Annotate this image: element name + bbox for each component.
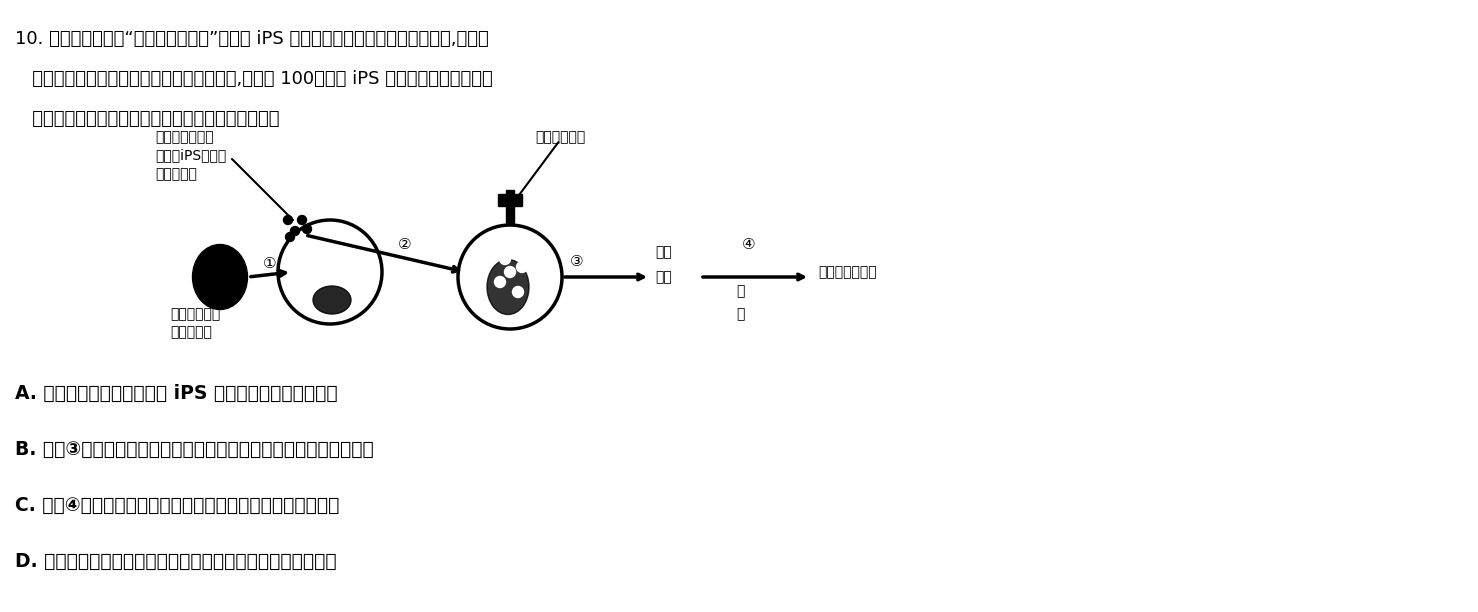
Ellipse shape — [486, 259, 529, 315]
Text: 荧光蛋白基因标
记的人iPS诱导的
肾元祖细胞: 荧光蛋白基因标 记的人iPS诱导的 肾元祖细胞 — [155, 130, 226, 181]
Circle shape — [278, 220, 381, 324]
Text: 母猪: 母猪 — [655, 270, 671, 284]
Ellipse shape — [192, 245, 247, 310]
Circle shape — [285, 233, 294, 242]
Circle shape — [495, 277, 505, 288]
Circle shape — [500, 253, 510, 264]
Text: 分: 分 — [736, 284, 745, 298]
Circle shape — [516, 261, 528, 272]
Text: 敲除生肾基因
的猪受精卵: 敲除生肾基因 的猪受精卵 — [170, 307, 220, 340]
Circle shape — [297, 215, 306, 225]
Text: ④: ④ — [742, 237, 755, 252]
Circle shape — [284, 215, 293, 225]
Text: 10. 研究人员欲采用“异源囊胚补全法”将人源 iPS 细胞培育出的肾元祖细胞导人囊胚,后移植: 10. 研究人员欲采用“异源囊胚补全法”将人源 iPS 细胞培育出的肾元祖细胞导… — [15, 30, 489, 48]
Text: D. 该技术培育的人源肾脏不必考虑肾移植个体之间的遗传差异: D. 该技术培育的人源肾脏不必考虑肾移植个体之间的遗传差异 — [15, 552, 337, 571]
Text: C. 过程④操作之前需对代孕母猪进行超数排卵和同期发情处理: C. 过程④操作之前需对代孕母猪进行超数排卵和同期发情处理 — [15, 496, 340, 515]
Text: ②: ② — [398, 236, 412, 252]
Text: 际应用于移植医疗（如图所示）。下列说法正确的是: 际应用于移植医疗（如图所示）。下列说法正确的是 — [15, 110, 279, 128]
Circle shape — [303, 225, 312, 234]
Circle shape — [504, 266, 516, 277]
Circle shape — [458, 225, 562, 329]
Text: 到去除生肾区既存的肾元祖细胞的母猪体内,培育出 100％人源 iPS 细胞来源的肾单位并实: 到去除生肾区既存的肾元祖细胞的母猪体内,培育出 100％人源 iPS 细胞来源的… — [15, 70, 492, 88]
Text: ③: ③ — [571, 254, 584, 269]
Circle shape — [513, 286, 523, 297]
Circle shape — [291, 226, 300, 236]
Bar — [505, 190, 514, 225]
Text: 荧光标记的肾脏: 荧光标记的肾脏 — [817, 265, 876, 279]
Bar — [498, 193, 522, 206]
Text: 娩: 娩 — [736, 307, 745, 321]
Text: ①: ① — [263, 256, 276, 271]
Text: A. 培育人源肾元祖细胞需向 iPS 细胞培养液中加人生长素: A. 培育人源肾元祖细胞需向 iPS 细胞培养液中加人生长素 — [15, 384, 337, 403]
Text: B. 过程③需要将荧光蛋白标记的人源肾元祖细胞植人囊胚的内细胞团: B. 过程③需要将荧光蛋白标记的人源肾元祖细胞植人囊胚的内细胞团 — [15, 440, 374, 459]
Ellipse shape — [313, 286, 350, 314]
Text: 代孕: 代孕 — [655, 245, 671, 259]
Text: 异源囊胚补全: 异源囊胚补全 — [535, 130, 585, 144]
